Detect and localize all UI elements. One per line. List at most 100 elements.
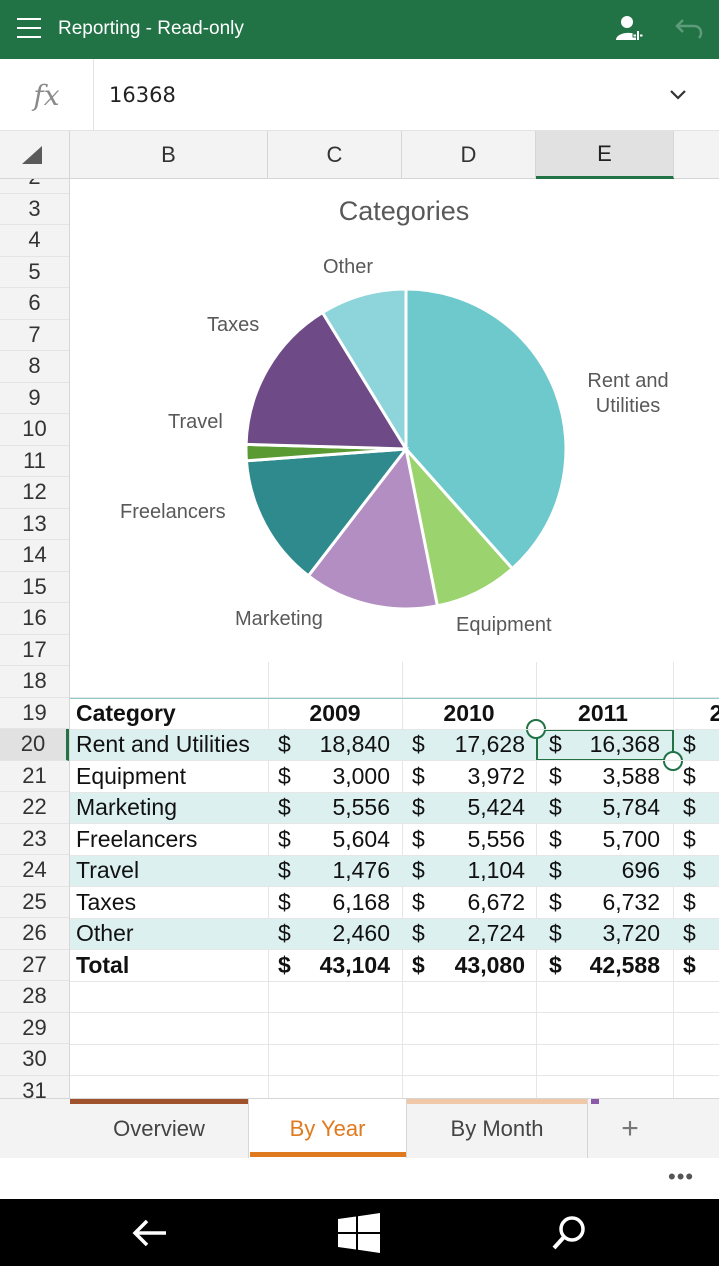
fx-icon[interactable]: fx bbox=[0, 59, 94, 131]
row-header-12[interactable]: 12 bbox=[0, 477, 69, 509]
column-header-d[interactable]: D bbox=[402, 131, 536, 179]
cell-value[interactable]: 5,556 bbox=[467, 825, 525, 852]
row-header-26[interactable]: 26 bbox=[0, 918, 69, 950]
cell-currency-next[interactable]: $ bbox=[683, 951, 696, 978]
cell-value[interactable]: 3,972 bbox=[467, 762, 525, 789]
cell-currency[interactable]: $ bbox=[412, 888, 425, 915]
row-header-31[interactable]: 31 bbox=[0, 1076, 69, 1098]
formula-value[interactable]: 16368 bbox=[109, 83, 176, 107]
cell-currency[interactable]: $ bbox=[549, 794, 562, 821]
cell-value[interactable]: 696 bbox=[621, 857, 660, 884]
cell-value[interactable]: 6,168 bbox=[332, 888, 390, 915]
cell-value[interactable]: 43,080 bbox=[454, 951, 525, 978]
cell-currency[interactable]: $ bbox=[412, 920, 425, 947]
tab-by-month[interactable]: By Month bbox=[407, 1099, 588, 1159]
cell-currency-next[interactable]: $ bbox=[683, 888, 696, 915]
tab-overview[interactable]: Overview bbox=[70, 1099, 249, 1159]
cell-currency-next[interactable]: $ bbox=[683, 731, 696, 758]
sheet-grid[interactable]: Categories Rent and Utilities Equipment … bbox=[70, 179, 719, 1098]
cell-value[interactable]: 3,000 bbox=[332, 762, 390, 789]
cell-currency[interactable]: $ bbox=[549, 920, 562, 947]
cell-value[interactable]: 2,460 bbox=[332, 920, 390, 947]
more-options-icon[interactable]: ••• bbox=[668, 1164, 695, 1189]
row-header-10[interactable]: 10 bbox=[0, 414, 69, 446]
cell-value[interactable]: 43,104 bbox=[319, 951, 390, 978]
cell-category[interactable]: Travel bbox=[76, 857, 140, 884]
selection-handle-bottom-right[interactable] bbox=[663, 751, 683, 771]
cell-currency[interactable]: $ bbox=[412, 951, 425, 978]
cell-category[interactable]: Equipment bbox=[76, 762, 186, 789]
cell-currency[interactable]: $ bbox=[412, 825, 425, 852]
undo-icon[interactable] bbox=[674, 14, 706, 44]
column-header-c[interactable]: C bbox=[268, 131, 402, 179]
cell-currency[interactable]: $ bbox=[412, 762, 425, 789]
cell-category[interactable]: Rent and Utilities bbox=[76, 731, 250, 758]
back-arrow-icon[interactable] bbox=[128, 1213, 172, 1253]
cell-value[interactable]: 1,476 bbox=[332, 857, 390, 884]
cell-currency-next[interactable]: $ bbox=[683, 920, 696, 947]
cell-currency[interactable]: $ bbox=[278, 920, 291, 947]
cell-category[interactable]: Total bbox=[76, 951, 130, 978]
search-icon[interactable] bbox=[547, 1213, 591, 1253]
column-header-e[interactable]: E bbox=[536, 131, 674, 179]
row-header-19[interactable]: 19 bbox=[0, 698, 69, 729]
row-header-8[interactable]: 8 bbox=[0, 351, 69, 383]
cell-currency[interactable]: $ bbox=[278, 731, 291, 758]
chevron-down-icon[interactable] bbox=[668, 85, 688, 105]
row-header-29[interactable]: 29 bbox=[0, 1013, 69, 1044]
row-header-15[interactable]: 15 bbox=[0, 572, 69, 603]
row-header-7[interactable]: 7 bbox=[0, 320, 69, 351]
cell-currency[interactable]: $ bbox=[278, 951, 291, 978]
row-header-22[interactable]: 22 bbox=[0, 792, 69, 824]
cell-currency[interactable]: $ bbox=[549, 825, 562, 852]
cell-category[interactable]: Taxes bbox=[76, 888, 137, 915]
row-header-23[interactable]: 23 bbox=[0, 824, 69, 855]
row-header-2[interactable]: 2 bbox=[0, 179, 69, 194]
row-header-30[interactable]: 30 bbox=[0, 1044, 69, 1076]
cell-value[interactable]: 16,368 bbox=[589, 731, 660, 758]
tab-by-year[interactable]: By Year bbox=[249, 1099, 407, 1159]
row-header-18[interactable]: 18 bbox=[0, 666, 69, 698]
cell-currency-next[interactable]: $ bbox=[683, 857, 696, 884]
row-header-16[interactable]: 16 bbox=[0, 603, 69, 635]
row-header-27[interactable]: 27 bbox=[0, 950, 69, 981]
cell-value[interactable]: 3,588 bbox=[602, 762, 660, 789]
cell-value[interactable]: 18,840 bbox=[319, 731, 390, 758]
header-year-next[interactable]: 2 bbox=[709, 699, 719, 726]
cell-currency[interactable]: $ bbox=[549, 762, 562, 789]
cell-currency[interactable]: $ bbox=[549, 951, 562, 978]
cell-currency[interactable]: $ bbox=[412, 794, 425, 821]
cell-value[interactable]: 6,732 bbox=[602, 888, 660, 915]
row-header-20[interactable]: 20 bbox=[0, 729, 69, 761]
row-header-11[interactable]: 11 bbox=[0, 446, 69, 477]
cell-currency[interactable]: $ bbox=[278, 888, 291, 915]
header-year-2009[interactable]: 2009 bbox=[309, 699, 361, 726]
cell-category[interactable]: Freelancers bbox=[76, 825, 198, 852]
row-header-25[interactable]: 25 bbox=[0, 887, 69, 918]
cell-value[interactable]: 5,784 bbox=[602, 794, 660, 821]
selected-cell-e20[interactable] bbox=[536, 729, 674, 761]
column-header-b[interactable]: B bbox=[70, 131, 268, 179]
header-year-2010[interactable]: 2010 bbox=[443, 699, 495, 726]
cell-currency[interactable]: $ bbox=[278, 857, 291, 884]
cell-currency[interactable]: $ bbox=[278, 825, 291, 852]
row-header-4[interactable]: 4 bbox=[0, 225, 69, 257]
cell-currency[interactable]: $ bbox=[549, 731, 562, 758]
cell-currency[interactable]: $ bbox=[549, 888, 562, 915]
cell-value[interactable]: 5,556 bbox=[332, 794, 390, 821]
cell-value[interactable]: 5,424 bbox=[467, 794, 525, 821]
select-all-corner[interactable] bbox=[0, 131, 70, 179]
cell-currency[interactable]: $ bbox=[412, 857, 425, 884]
cell-value[interactable]: 5,604 bbox=[332, 825, 390, 852]
cell-category[interactable]: Other bbox=[76, 920, 134, 947]
header-category[interactable]: Category bbox=[76, 699, 176, 726]
cell-currency[interactable]: $ bbox=[278, 794, 291, 821]
pie-chart[interactable]: Categories Rent and Utilities Equipment … bbox=[73, 179, 719, 662]
cell-value[interactable]: 1,104 bbox=[467, 857, 525, 884]
row-header-21[interactable]: 21 bbox=[0, 761, 69, 792]
cell-value[interactable]: 6,672 bbox=[467, 888, 525, 915]
cell-currency[interactable]: $ bbox=[278, 762, 291, 789]
header-year-2011[interactable]: 2011 bbox=[578, 699, 628, 726]
cell-value[interactable]: 3,720 bbox=[602, 920, 660, 947]
row-header-17[interactable]: 17 bbox=[0, 635, 69, 666]
